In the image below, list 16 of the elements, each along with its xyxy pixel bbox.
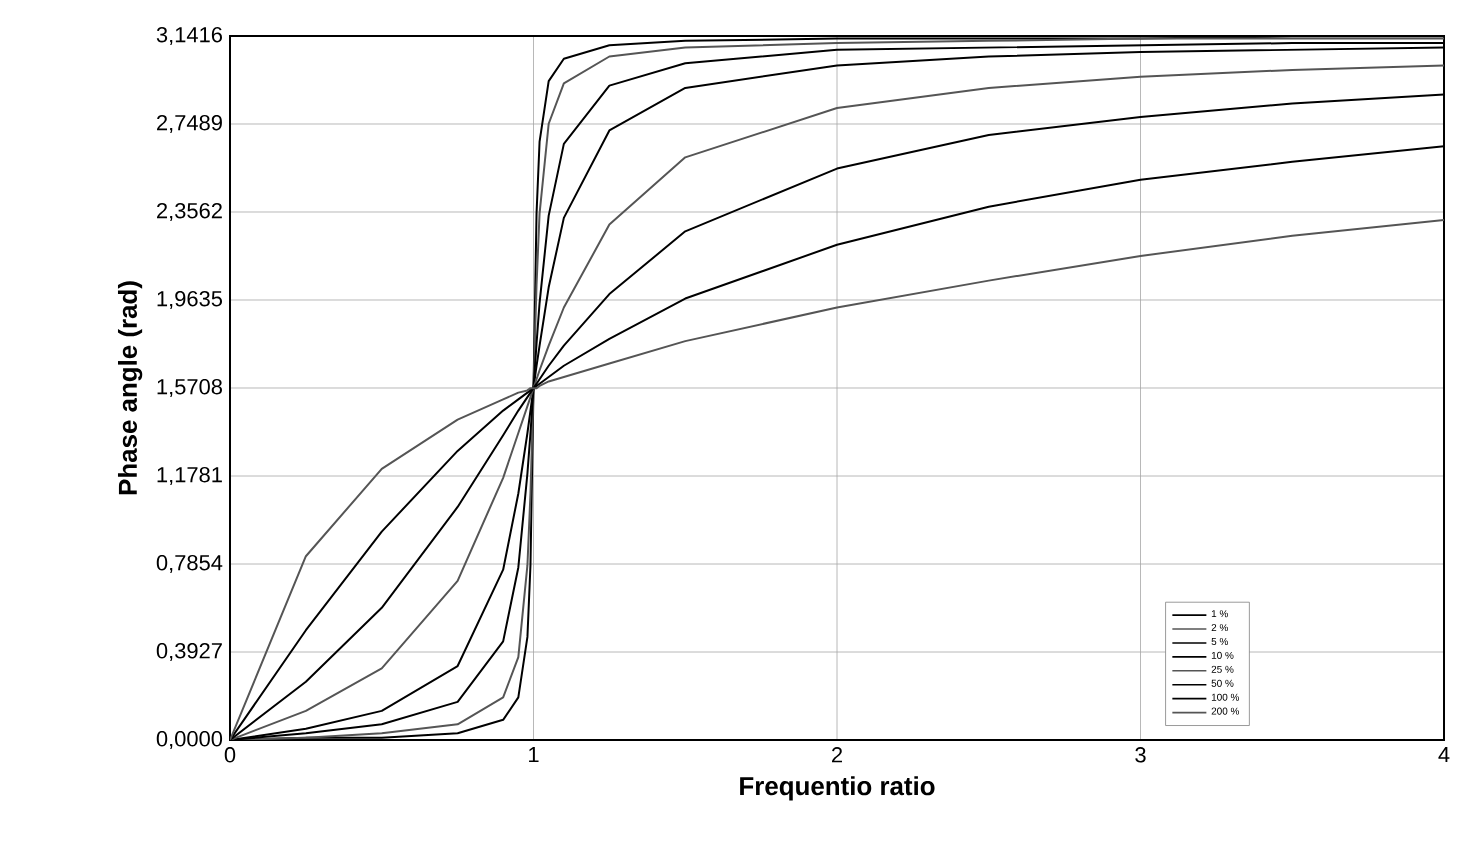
x-tick-label: 3 bbox=[1135, 747, 1146, 763]
y-tick-label: 2,3562 bbox=[157, 202, 222, 222]
y-tick-label: 0,7854 bbox=[156, 554, 223, 574]
y-tick-label: 1,5708 bbox=[157, 378, 222, 398]
y-tick-label: 0,3927 bbox=[156, 642, 222, 662]
y-tick-label: 1,1781 bbox=[157, 466, 222, 486]
y-tick-label: 1,9635 bbox=[157, 290, 223, 310]
x-tick-label: 2 bbox=[832, 747, 842, 763]
y-tick-label: 2,7489 bbox=[157, 114, 222, 134]
y-axis-title: Phase angle (rad) bbox=[117, 281, 143, 495]
y-tick-label: 3,1416 bbox=[156, 26, 222, 46]
x-tick-label: 4 bbox=[1438, 747, 1450, 763]
x-axis-title: Frequentio ratio bbox=[740, 776, 935, 801]
y-tick-label: 0,0000 bbox=[156, 730, 223, 750]
x-tick-label: 1 bbox=[529, 747, 539, 763]
x-tick-label: 0 bbox=[224, 747, 236, 763]
